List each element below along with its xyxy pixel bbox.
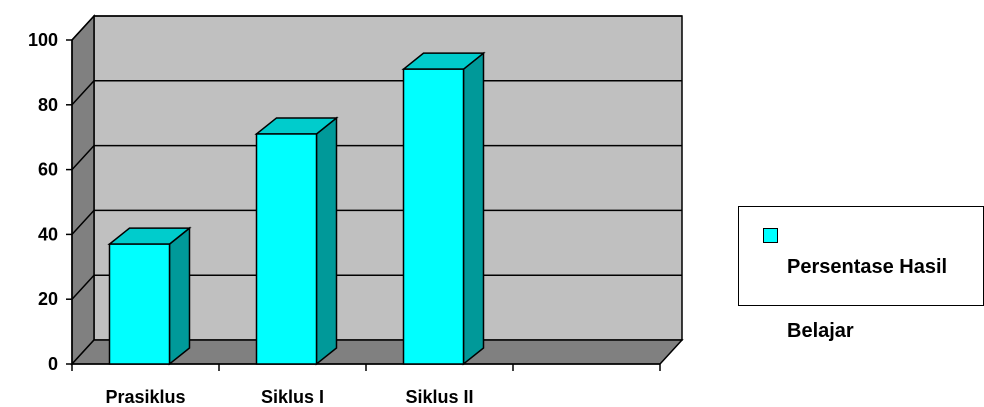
x-tick-label-2: Siklus II: [405, 387, 473, 407]
legend-label: Persentase Hasil Belajar: [787, 219, 984, 347]
gridline-side-2: [71, 209, 95, 235]
gridline-side-4: [71, 80, 95, 106]
y-tick-label-5: 100: [28, 30, 58, 50]
legend-swatch: [763, 228, 778, 243]
bar-side-1: [315, 116, 338, 366]
bar-0: [108, 243, 171, 365]
bar-2: [402, 68, 465, 365]
bar-1: [255, 133, 318, 365]
y-tick-label-3: 60: [38, 160, 58, 180]
x-tick-label-1: Siklus I: [261, 387, 324, 407]
y-tick-label-0: 0: [48, 354, 58, 374]
gridline-side-5: [71, 15, 95, 41]
gridline-side-1: [71, 274, 95, 300]
legend: Persentase Hasil Belajar: [738, 206, 984, 342]
plot-side-wall: [71, 14, 95, 366]
y-tick-label-2: 40: [38, 224, 58, 244]
y-tick-label-4: 80: [38, 95, 58, 115]
legend-label-line-2: Belajar: [787, 320, 854, 342]
legend-label-line-1: Persentase Hasil: [787, 256, 948, 278]
bar-side-0: [168, 226, 191, 366]
x-tick-label-0: Prasiklus: [105, 387, 185, 407]
y-tick-label-1: 20: [38, 289, 58, 309]
bar-side-2: [462, 51, 485, 366]
gridline-side-3: [71, 145, 95, 171]
